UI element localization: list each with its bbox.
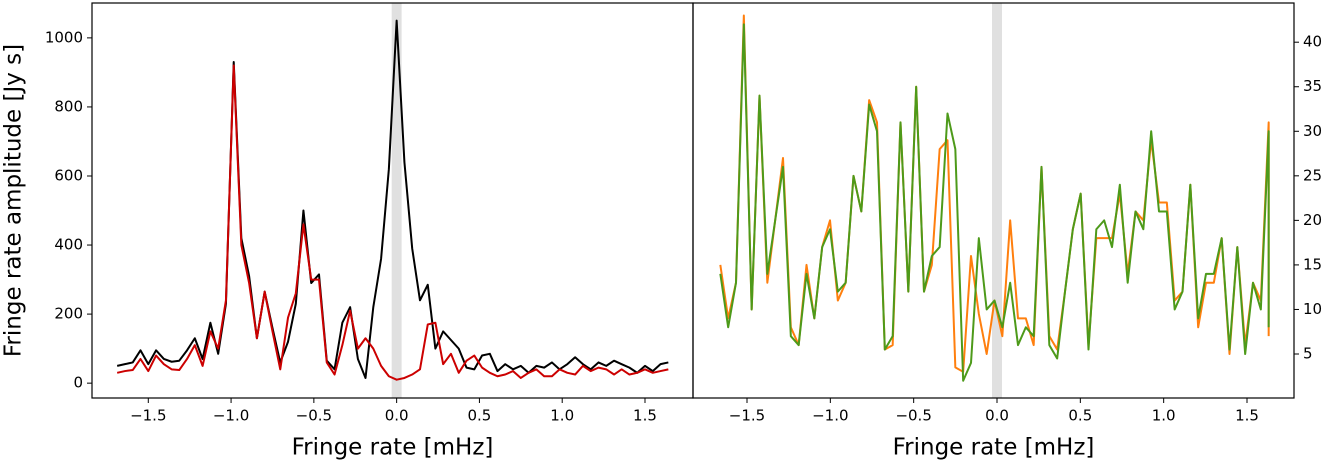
y-tick-label: 35: [1303, 77, 1322, 95]
y-tick-label: 800: [54, 97, 83, 115]
y-tick-label: 5: [1303, 344, 1313, 362]
y-tick-label: 40: [1303, 33, 1322, 51]
y-tick-label: 600: [54, 166, 83, 184]
y-tick-label: 1000: [45, 28, 83, 46]
y-tick-label: 10: [1303, 300, 1322, 318]
x-tick-label: −1.5: [729, 407, 765, 425]
x-tick-label: 1.0: [1152, 407, 1176, 425]
x-axis-label: Fringe rate [mHz]: [893, 435, 1095, 461]
x-tick-label: 1.0: [550, 407, 574, 425]
y-tick-label: 30: [1303, 122, 1322, 140]
y-tick-label: 200: [54, 305, 83, 323]
x-tick-label: 1.5: [1235, 407, 1259, 425]
series-line: [116, 19, 669, 379]
x-tick-label: 1.5: [633, 407, 657, 425]
x-tick-label: −0.5: [296, 407, 332, 425]
shaded-band: [391, 3, 402, 398]
x-tick-label: 0.5: [1068, 407, 1092, 425]
y-tick-label: 400: [54, 236, 83, 254]
x-tick-label: −1.0: [812, 407, 848, 425]
x-axis-label: Fringe rate [mHz]: [292, 435, 494, 461]
shaded-band: [992, 3, 1002, 398]
x-tick-label: −1.5: [130, 407, 166, 425]
axes-frame: [692, 2, 1295, 399]
y-tick-label: 15: [1303, 255, 1322, 273]
x-tick-label: −1.0: [213, 407, 249, 425]
y-tick-label: 20: [1303, 211, 1322, 229]
y-tick-label: 25: [1303, 166, 1322, 184]
x-tick-label: 0.0: [385, 407, 409, 425]
x-tick-label: 0.0: [985, 407, 1009, 425]
x-tick-label: 0.5: [467, 407, 491, 425]
y-tick-label: 0: [73, 374, 83, 392]
x-tick-label: −0.5: [895, 407, 931, 425]
series-line: [719, 23, 1270, 382]
series-line: [116, 64, 669, 381]
y-axis-label: Fringe rate amplitude [Jy s]: [1, 44, 27, 357]
